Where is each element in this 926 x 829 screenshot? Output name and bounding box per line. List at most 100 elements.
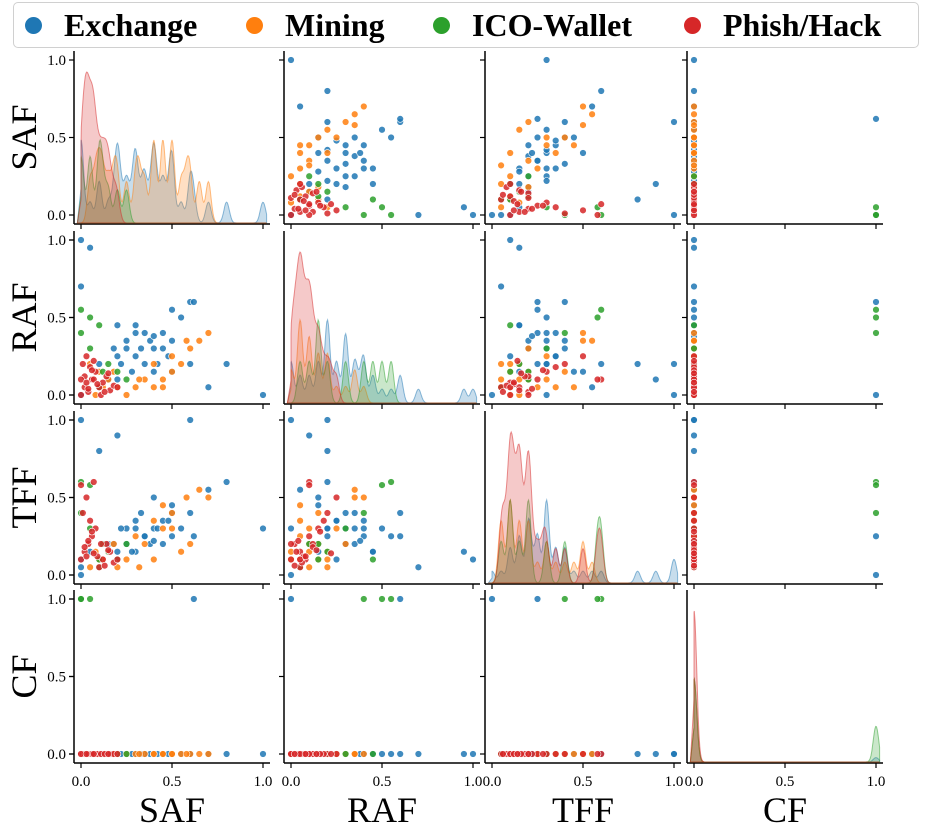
panel-raf-vs-saf-point-exchange-22 (77, 282, 85, 291)
y-tick-label-tff-1: 0.5 (47, 491, 66, 507)
panel-raf-vs-saf-point-phish-hack-18 (77, 375, 85, 384)
panel-saf-vs-cf-point-exchange-2 (690, 87, 698, 95)
panel-saf-vs-raf-point-exchange-39 (356, 149, 364, 157)
legend-label-exchange: Exchange (64, 6, 198, 43)
panel-raf-vs-cf-point-exchange-22 (690, 282, 698, 291)
panel-raf-vs-tff-point-exchange-9 (533, 360, 542, 368)
panel-cf-vs-raf-point-exchange-20 (469, 750, 477, 758)
panel-raf-vs-saf-point-exchange-18 (113, 321, 122, 329)
panel-raf-vs-saf-point-phish-hack-14 (93, 380, 102, 388)
panel-tff-vs-cf-point-phish-hack-20 (690, 540, 698, 548)
panel-raf-vs-tff-point-ico-wallet-8 (561, 329, 569, 337)
panel-raf-vs-tff-point-exchange-1 (670, 360, 678, 368)
panel-saf-vs-tff-point-exchange-29 (542, 164, 551, 173)
panel-tff-vs-raf-point-phish-hack-23 (301, 552, 310, 561)
panel-cf-vs-raf-point-exchange-17 (396, 595, 404, 603)
panel-saf-vs-tff-point-mining-18 (497, 161, 505, 170)
panel-cf-vs-raf-point-exchange-22 (414, 750, 423, 758)
panel-tff-vs-raf-point-exchange-23 (314, 493, 322, 502)
panel-saf-vs-tff-point-exchange-35 (570, 133, 578, 142)
panel-raf-vs-saf-point-mining-3 (177, 360, 185, 368)
panel-raf-vs-tff-point-exchange-15 (561, 337, 569, 345)
panel-saf-vs-raf-point-exchange-18 (369, 180, 377, 188)
panel-tff-vs-raf-point-exchange-3 (396, 509, 404, 517)
panel-saf-vs-raf-point-exchange-5 (387, 133, 395, 142)
panel-saf-vs-raf-point-mining-0 (360, 102, 368, 111)
panel-saf-vs-raf-point-exchange-16 (332, 164, 341, 173)
panel-raf-vs-saf-point-ico-wallet-8 (77, 329, 85, 337)
panel-raf-vs-cf-point-phish-hack-23 (690, 378, 698, 387)
panel-raf-vs-tff-point-mining-5 (542, 375, 551, 384)
panel-raf-vs-tff-point-exchange-36 (561, 344, 569, 353)
panel-tff-vs-raf-point-phish-hack-8 (292, 548, 301, 556)
panel-tff-vs-raf-point-ico-wallet-1 (378, 481, 386, 489)
panel-tff-vs-saf-point-phish-hack-22 (104, 546, 113, 554)
panel-raf-vs-saf-point-mining-17 (182, 337, 191, 345)
y-tick-label-tff-0: 0.0 (47, 568, 66, 584)
panel-raf-vs-saf-point-exchange-15 (168, 337, 176, 345)
panel-saf-vs-raf-point-phish-hack-11 (332, 206, 341, 215)
panel-tff-vs-saf-point-phish-hack-20 (97, 540, 105, 548)
x-tick-label-saf-1: 0.5 (163, 774, 182, 790)
panel-raf-vs-saf-point-ico-wallet-1 (86, 313, 94, 322)
panel-raf-vs-tff-point-phish-hack-18 (593, 375, 602, 384)
panel-saf-vs-cf-point-mining-15 (690, 141, 698, 149)
panel-tff-vs-raf-point-exchange-18 (369, 548, 377, 556)
panel-saf-vs-raf-point-ico-wallet-8 (360, 211, 368, 219)
panel-tff-vs-raf-point-exchange-36 (341, 509, 350, 517)
panel-tff-vs-saf-point-phish-hack-12 (86, 517, 94, 525)
panel-cf-vs-raf-point-exchange-3 (396, 750, 404, 758)
panel-raf-vs-tff-point-exchange-2 (597, 360, 605, 368)
panel-saf-vs-tff-point-exchange-23 (579, 149, 587, 157)
panel-tff-vs-cf-point-exchange-28 (872, 571, 880, 579)
x-axis-label-raf: RAF (347, 790, 417, 829)
panel-raf-vs-saf-point-phish-hack-19 (113, 383, 122, 391)
panel-raf-vs-saf-point-phish-hack-21 (100, 388, 109, 396)
panel-cf-vs-saf-point-phish-hack-23 (82, 750, 91, 758)
panel-saf-vs-raf-point-exchange-29 (360, 164, 368, 173)
panel-cf-vs-saf-point-mining-14 (150, 750, 158, 758)
panel-saf-vs-tff-point-phish-hack-21 (499, 191, 507, 199)
y-tick-label-saf-1: 0.5 (47, 131, 66, 147)
panel-tff-vs-saf-point-exchange-33 (128, 548, 136, 556)
panel-tff-vs-saf-point-exchange-4 (177, 524, 185, 533)
panel-tff-vs-raf-point-mining-13 (323, 563, 332, 571)
panel-tff-vs-raf-point-phish-hack-0 (287, 555, 295, 564)
panel-raf-vs-saf-point-ico-wallet-3 (104, 360, 113, 368)
panel-tff-vs-saf-point-phish-hack-17 (88, 527, 96, 536)
panel-tff-vs-raf-point-mining-18 (305, 563, 313, 571)
panel-cf-vs-tff-point-phish-hack-11 (579, 750, 587, 758)
legend-label-mining: Mining (285, 6, 385, 43)
panel-tff-vs-raf-point-mining-14 (323, 555, 332, 564)
panel-raf-vs-tff-point-mining-14 (506, 360, 514, 368)
panel-cf-vs-saf-point-mining-18 (135, 750, 143, 758)
panel-saf-vs-raf-point-exchange-0 (287, 56, 295, 64)
x-tick-label-saf-2: 1.0 (254, 774, 273, 790)
panel-saf-vs-raf-point-exchange-10 (369, 164, 377, 173)
panel-tff-vs-raf-point-exchange-5 (387, 532, 395, 540)
panel-tff-vs-raf-point-exchange-28 (287, 571, 295, 579)
panel-raf-vs-cf-point-ico-wallet-6 (690, 344, 698, 353)
panel-raf-vs-tff-point-exchange-3 (561, 298, 569, 306)
panel-raf-vs-saf-point-exchange-1 (186, 360, 194, 368)
panel-cf-vs-saf-point-mining-17 (182, 750, 191, 758)
panel-tff-vs-saf-point-phish-hack-23 (82, 552, 91, 561)
panel-saf-vs-raf-point-mining-1 (351, 110, 359, 118)
panel-raf-vs-tff-point-mining-18 (497, 375, 505, 384)
panel-tff-vs-saf-point-phish-hack-13 (90, 478, 98, 486)
panel-raf-vs-tff-point-exchange-38 (551, 352, 560, 360)
panel-raf-vs-cf-point-exchange-17 (872, 298, 880, 306)
panel-saf-vs-raf-point-mining-16 (332, 133, 341, 142)
panel-raf-vs-tff-point-exchange-4 (542, 313, 551, 322)
panel-tff-vs-saf-point-mining-21 (110, 540, 118, 548)
panel-raf-vs-saf-point-exchange-14 (159, 344, 167, 353)
panel-raf-vs-saf-point-exchange-10 (131, 321, 140, 329)
panel-tff-vs-raf-point-mining-16 (332, 524, 341, 533)
panel-tff-vs-raf-point-exchange-1 (323, 416, 332, 424)
panel-saf-vs-raf-point-ico-wallet-6 (341, 203, 350, 211)
panel-raf-vs-tff-point-exchange-35 (570, 368, 578, 376)
panel-tff-vs-saf-point-exchange-3 (186, 509, 194, 517)
panel-raf-vs-saf-point-mining-8 (131, 383, 140, 391)
panel-saf-vs-tff-point-exchange-18 (515, 180, 523, 188)
panel-saf-vs-tff-point-phish-hack-12 (551, 203, 560, 211)
